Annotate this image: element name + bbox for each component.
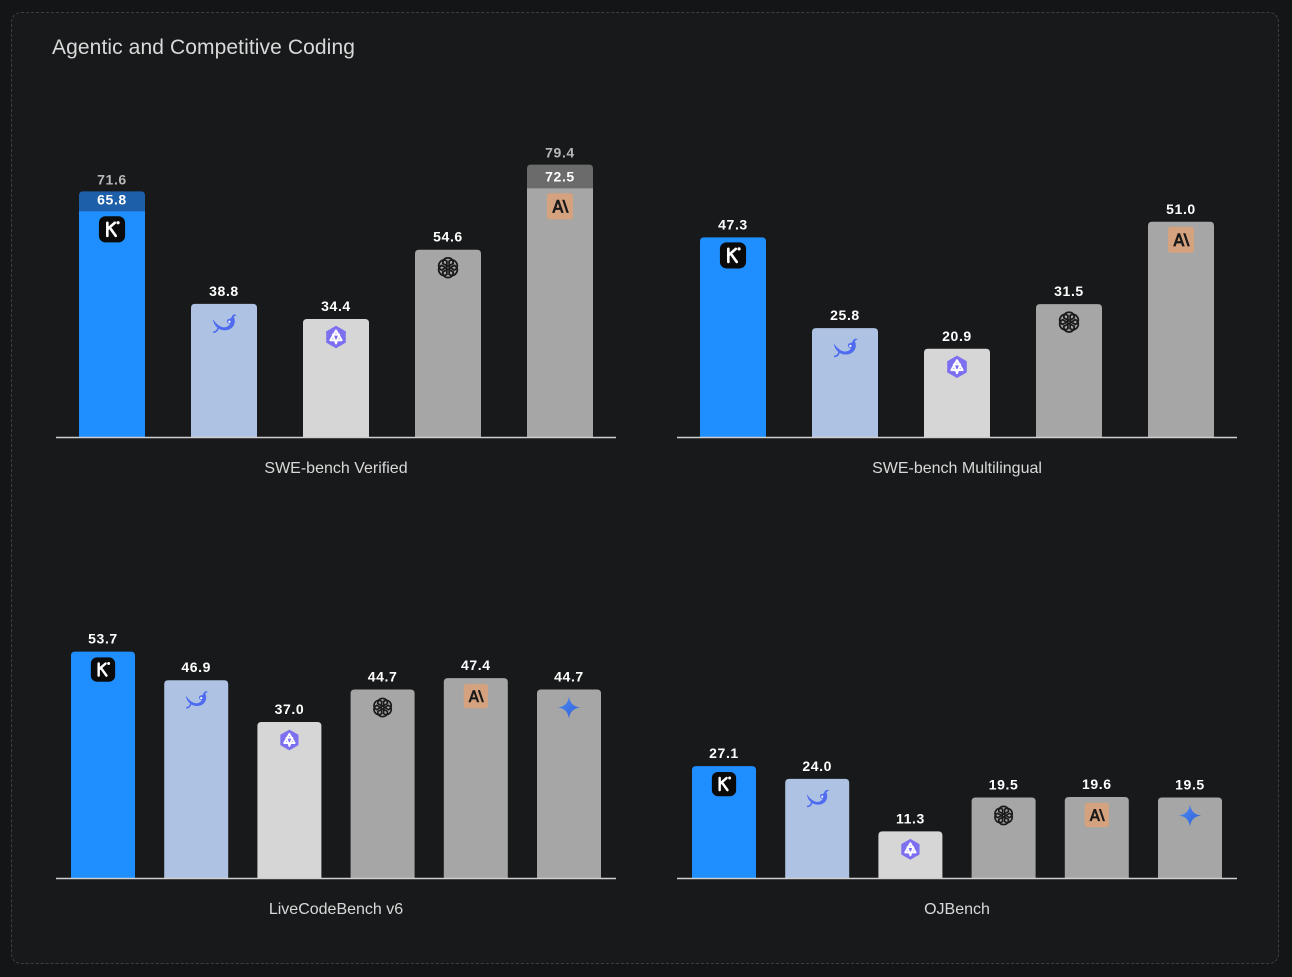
value-label-openai: 31.5 — [1054, 283, 1084, 299]
bar-openai — [350, 689, 415, 878]
value-label-openai: 44.7 — [368, 669, 398, 685]
value-label-deepseek: 24.0 — [802, 758, 832, 774]
value-label-qwen: 20.9 — [942, 328, 972, 344]
anthropic-logo-icon — [546, 193, 574, 220]
value-label-kimi: 65.8 — [97, 191, 127, 207]
value-label-deepseek: 25.8 — [830, 307, 860, 323]
bar-anthropic — [1064, 797, 1129, 878]
bar-deepseek — [164, 680, 229, 878]
anthropic-logo-icon — [1167, 226, 1195, 253]
page-title: Agentic and Competitive Coding — [52, 36, 356, 59]
value-label-qwen: 11.3 — [896, 810, 925, 826]
bar-kimi — [71, 651, 135, 878]
bar-kimi — [692, 766, 756, 878]
chart-title: SWE-bench Multilingual — [872, 460, 1042, 477]
value-label-anthropic: 51.0 — [1166, 201, 1196, 217]
bar-anthropic — [1148, 221, 1214, 437]
bar-gemini — [1158, 797, 1222, 878]
chart-panel-1: 71.6 65.8 38.8 34.4 54.6 79.4 72.5 SWE-bench Ve… — [56, 145, 616, 477]
bar-gemini — [537, 689, 601, 878]
kimi-logo-icon — [90, 656, 116, 683]
bar-deepseek — [191, 303, 257, 437]
bar-anthropic — [527, 188, 593, 437]
bar-anthropic — [443, 678, 508, 878]
value-label-openai: 54.6 — [433, 229, 463, 245]
value-label-anthropic: 72.5 — [545, 168, 575, 184]
value-label-kimi: 53.7 — [88, 631, 118, 647]
kimi-logo-icon — [719, 241, 747, 270]
bar-deepseek — [812, 328, 878, 437]
value-label-kimi: 47.3 — [718, 216, 748, 232]
bar-deepseek — [785, 778, 850, 878]
value-label-qwen: 37.0 — [275, 701, 305, 717]
bar-qwen — [924, 348, 990, 437]
value-label-gemini: 44.7 — [554, 669, 584, 685]
chart-title: OJBench — [924, 901, 990, 918]
chart-panel-4: 27.1 24.0 11.3 19.5 19.6 19.5 OJBench — [677, 745, 1237, 918]
bar-openai — [971, 797, 1036, 878]
value-label-anthropic: 19.6 — [1082, 776, 1112, 792]
value-label-deepseek: 38.8 — [209, 283, 239, 299]
value-label-qwen: 34.4 — [321, 298, 351, 314]
upper-value-label-anthropic: 79.4 — [545, 145, 575, 161]
value-label-gemini: 19.5 — [1175, 776, 1205, 792]
value-label-anthropic: 47.4 — [461, 657, 491, 673]
chart-panel-3: 53.7 46.9 37.0 44.7 47.4 44.7 LiveCodeBench v6 — [56, 631, 616, 918]
anthropic-logo-icon — [463, 683, 488, 709]
chart-title: LiveCodeBench v6 — [269, 901, 403, 918]
kimi-logo-icon — [711, 771, 737, 798]
value-label-deepseek: 46.9 — [181, 659, 211, 675]
value-label-kimi: 27.1 — [709, 745, 739, 761]
bar-kimi — [700, 237, 766, 437]
kimi-logo-icon — [98, 215, 126, 244]
bar-openai — [415, 249, 481, 437]
chart-title: SWE-bench Verified — [264, 460, 407, 477]
bar-qwen — [303, 319, 369, 437]
bar-qwen — [257, 721, 322, 878]
chart-panel-2: 47.3 25.8 20.9 31.5 51.0 SWE-bench Multilingu… — [677, 201, 1237, 477]
value-label-openai: 19.5 — [989, 776, 1019, 792]
anthropic-logo-icon — [1084, 802, 1109, 828]
upper-value-label-kimi: 71.6 — [97, 171, 127, 187]
bar-kimi — [79, 211, 145, 437]
bar-openai — [1036, 304, 1102, 437]
